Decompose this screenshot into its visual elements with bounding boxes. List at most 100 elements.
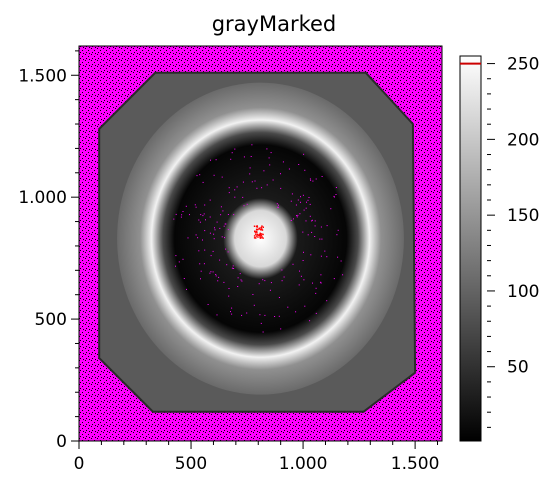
interior-mark [203, 263, 205, 265]
interior-mark [223, 225, 225, 227]
high-value-mark [262, 226, 264, 228]
interior-mark [311, 231, 313, 233]
interior-mark [182, 211, 184, 212]
interior-mark [333, 278, 335, 280]
high-value-mark [253, 237, 256, 239]
interior-mark [242, 196, 244, 198]
interior-mark [297, 199, 299, 201]
interior-mark [209, 199, 211, 201]
high-value-mark [255, 228, 258, 231]
interior-mark [287, 306, 289, 308]
interior-mark [210, 255, 212, 257]
interior-mark [216, 314, 218, 316]
interior-mark [213, 233, 215, 235]
interior-mark [302, 260, 304, 261]
interior-mark [242, 181, 244, 183]
interior-mark [311, 220, 313, 222]
interior-mark [309, 215, 311, 217]
interior-mark [326, 225, 328, 227]
interior-mark [196, 175, 198, 177]
interior-mark [262, 331, 264, 333]
interior-mark [314, 236, 316, 237]
interior-mark [213, 174, 215, 176]
interior-mark [268, 157, 270, 159]
interior-mark [326, 300, 328, 302]
interior-mark [227, 229, 229, 231]
interior-mark [292, 263, 294, 265]
high-value-mark [254, 230, 256, 232]
interior-mark [288, 168, 290, 170]
interior-mark [227, 251, 229, 253]
interior-mark [187, 237, 189, 239]
interior-mark [309, 320, 311, 322]
interior-mark [297, 214, 299, 216]
interior-mark [243, 156, 245, 158]
interior-mark [295, 204, 297, 206]
interior-mark [281, 280, 283, 282]
interior-mark [202, 215, 204, 217]
interior-mark [185, 205, 187, 207]
interior-mark [218, 276, 220, 278]
interior-mark [276, 203, 278, 205]
interior-mark [222, 210, 224, 212]
high-value-mark [261, 229, 264, 231]
interior-mark [199, 174, 201, 176]
interior-mark [300, 196, 301, 198]
interior-mark [303, 153, 305, 155]
interior-mark [209, 232, 211, 234]
interior-mark [315, 292, 317, 294]
interior-mark [342, 274, 344, 276]
plot-area [79, 46, 442, 441]
interior-mark [281, 269, 283, 271]
interior-mark [269, 289, 271, 291]
interior-mark [219, 259, 221, 261]
interior-mark [195, 206, 197, 208]
interior-mark [183, 278, 185, 279]
interior-mark [262, 279, 264, 281]
interior-mark [203, 213, 205, 215]
interior-mark [278, 204, 279, 206]
interior-mark [182, 258, 184, 260]
interior-mark [212, 250, 214, 252]
chart-title: grayMarked [212, 12, 337, 36]
interior-mark [303, 279, 305, 281]
high-value-mark [261, 228, 263, 230]
x-tick-label: 1.000 [279, 454, 328, 474]
high-value-mark [256, 225, 258, 227]
interior-mark [259, 314, 261, 316]
interior-mark [240, 279, 242, 281]
interior-mark [260, 322, 262, 324]
interior-mark [250, 156, 252, 157]
interior-mark [225, 223, 227, 225]
interior-mark [264, 314, 266, 316]
interior-mark [333, 196, 335, 198]
interior-mark [230, 158, 232, 160]
interior-mark [307, 234, 309, 236]
interior-mark [290, 220, 292, 221]
colorbar-axis: 50 100 150 200 250 [460, 55, 539, 428]
interior-mark [254, 180, 256, 182]
interior-mark [224, 237, 225, 239]
interior-mark [199, 221, 201, 223]
interior-mark [298, 164, 300, 165]
interior-mark [293, 218, 294, 220]
interior-mark [210, 271, 212, 273]
interior-mark [246, 312, 248, 314]
interior-mark [311, 219, 313, 221]
interior-mark [204, 204, 206, 206]
interior-mark [308, 197, 310, 198]
interior-mark [189, 214, 190, 216]
interior-mark [266, 148, 268, 150]
y-axis: 0 500 1.000 1.500 [18, 50, 79, 452]
high-value-mark [255, 230, 258, 232]
interior-mark [198, 219, 200, 221]
interior-mark [305, 207, 307, 209]
interior-mark [340, 260, 342, 262]
interior-mark [299, 213, 301, 215]
colorbar-tick-label: 250 [507, 55, 539, 75]
interior-mark [232, 265, 234, 267]
interior-mark [310, 254, 312, 256]
interior-mark [307, 199, 309, 201]
interior-mark [215, 274, 217, 275]
interior-mark [302, 194, 304, 196]
